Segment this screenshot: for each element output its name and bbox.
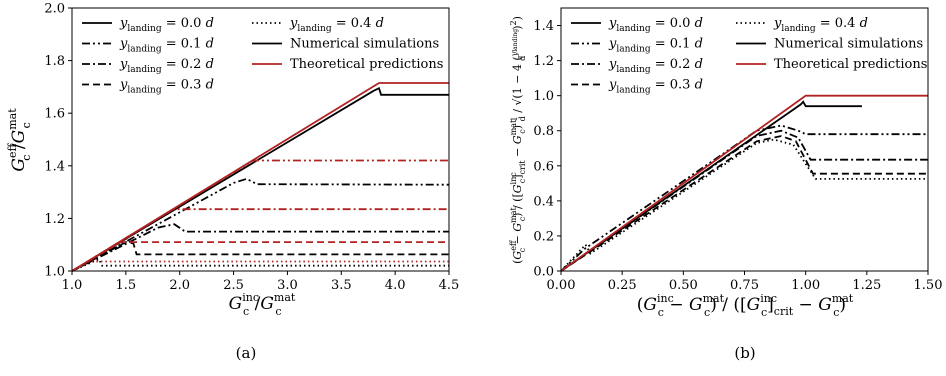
panel-b-y-tick-label: 0.2 <box>533 229 554 244</box>
panel-a-y-tick-label: 1.2 <box>44 212 65 227</box>
panel-a-series-line-theory-8 <box>71 241 449 272</box>
panel-b-series-group <box>560 94 928 272</box>
panel-b-y-tick-label: 1.4 <box>533 19 554 34</box>
panel-a-series-line-theory-9 <box>71 260 449 272</box>
panel-a-x-tick-label: 2.0 <box>169 278 190 293</box>
panel-a-x-tick-label: 1.5 <box>116 278 137 293</box>
panel-b-y-tick-label: 0.0 <box>533 265 554 280</box>
panel-b-series-line-numerical-3 <box>560 135 928 272</box>
panel-a-legend: ylanding = 0.0 d ylanding = 0.1 d ylanding… <box>82 16 443 96</box>
legend-label: ylanding = 0.4 d <box>289 16 384 34</box>
panel-b-x-tick-label: 0.75 <box>730 278 759 293</box>
panel-b-y-tick-label: 1.2 <box>533 54 554 69</box>
legend-label: ylanding = 0.3 d <box>119 78 214 96</box>
legend-label: ylanding = 0.2 d <box>608 57 703 75</box>
panel-b-x-tick-label: 0.50 <box>669 278 698 293</box>
panel-a-series-line-numerical-4 <box>71 258 449 272</box>
panel-a-y-tick-label: 1.8 <box>44 54 65 69</box>
panel-b-series-line-theory-5 <box>560 94 928 272</box>
panel-a-x-tick-label: 1.0 <box>62 278 83 293</box>
panel-b-y-ticks: 0.0 0.2 0.4 0.6 0.8 1.0 1.2 1.4 <box>533 19 561 280</box>
panel-a-x-ticks: 1.0 1.5 2.0 2.5 3.0 3.5 4.0 4.5 <box>62 271 460 293</box>
panel-b-y-axis-label: (Geffc − Gmatc) / ([Gincc]crit − Gmatc) … <box>509 16 527 264</box>
panel-b-x-tick-label: 1.50 <box>914 278 943 293</box>
legend-label: ylanding = 0.1 d <box>608 37 703 55</box>
panel-b-series-line-numerical-2 <box>560 129 928 272</box>
panel-a: 1.0 1.5 2.0 2.5 3.0 3.5 4.0 4.5 1.0 1.2 1.4 1.6 1.8… <box>6 2 459 363</box>
panel-a-series-line-numerical-3 <box>71 241 449 272</box>
panel-a-series-group <box>71 82 450 272</box>
panel-a-x-tick-label: 3.0 <box>277 278 298 293</box>
panel-a-series-line-numerical-1 <box>71 177 450 272</box>
legend-label: Theoretical predictions <box>774 57 927 72</box>
legend-label: ylanding = 0.3 d <box>608 78 703 96</box>
legend-label: Theoretical predictions <box>290 57 443 72</box>
panel-b-x-tick-label: 1.25 <box>852 278 881 293</box>
panel-b-y-tick-label: 0.4 <box>533 194 554 209</box>
panel-a-series-line-theory-5 <box>71 82 449 272</box>
panel-a-y-axis-label: Geffc /Gmatc <box>6 108 33 172</box>
panel-a-x-tick-label: 3.5 <box>331 278 352 293</box>
panel-a-series-line-numerical-0 <box>71 86 449 272</box>
panel-a-axes-frame <box>71 7 450 272</box>
panel-b-x-tick-label: 0.25 <box>608 278 637 293</box>
panel-a-y-tick-label: 1.0 <box>44 265 65 280</box>
panel-b-legend: ylanding = 0.0 d ylanding = 0.1 d ylanding… <box>571 16 927 96</box>
legend-label: ylanding = 0.2 d <box>119 57 214 75</box>
panel-b-series-line-numerical-0 <box>560 100 862 272</box>
legend-label: Numerical simulations <box>290 37 439 52</box>
panel-a-y-tick-label: 1.4 <box>44 159 65 174</box>
panel-a-y-tick-label: 2.0 <box>44 2 65 17</box>
legend-label: ylanding = 0.0 d <box>608 16 703 34</box>
legend-label: ylanding = 0.4 d <box>773 16 868 34</box>
panel-a-x-tick-label: 4.5 <box>439 278 460 293</box>
panel-a-y-tick-label: 1.6 <box>44 107 65 122</box>
panel-b-y-tick-label: 1.0 <box>533 89 554 104</box>
panel-b-x-tick-label: 0.00 <box>547 278 576 293</box>
panel-b-x-ticks: 0.00 0.25 0.50 0.75 1.00 1.25 1.50 <box>547 271 943 293</box>
panel-b-caption: (b) <box>734 344 755 362</box>
panel-a-x-tick-label: 2.5 <box>223 278 244 293</box>
legend-label: Numerical simulations <box>774 37 923 52</box>
svg-text:(Geffc − Gmatc) / ([Gincc]crit: (Geffc − Gmatc) / ([Gincc]crit − Gmatc) … <box>509 16 527 264</box>
panel-a-y-ticks: 1.0 1.2 1.4 1.6 1.8 2.0 <box>44 2 72 280</box>
panel-a-x-tick-label: 4.0 <box>385 278 406 293</box>
panel-b-y-tick-label: 0.8 <box>533 124 554 139</box>
panel-a-series-line-numerical-2 <box>71 223 449 272</box>
panel-b-series-line-numerical-1 <box>560 124 928 272</box>
panel-b-y-tick-label: 0.6 <box>533 159 554 174</box>
panel-b-x-tick-label: 1.00 <box>791 278 820 293</box>
legend-label: ylanding = 0.0 d <box>119 16 214 34</box>
panel-a-x-axis-label: Ginc c /Gmat c <box>229 291 296 318</box>
legend-label: ylanding = 0.1 d <box>119 37 214 55</box>
panel-b-x-axis-label: (Ginc c − Gmat c) / ([Ginc c]crit − Gmat c) <box>637 292 854 319</box>
panel-b: 0.00 0.25 0.50 0.75 1.00 1.25 1.50 0.00.20.40.… <box>509 7 943 362</box>
panel-a-caption: (a) <box>236 344 257 362</box>
